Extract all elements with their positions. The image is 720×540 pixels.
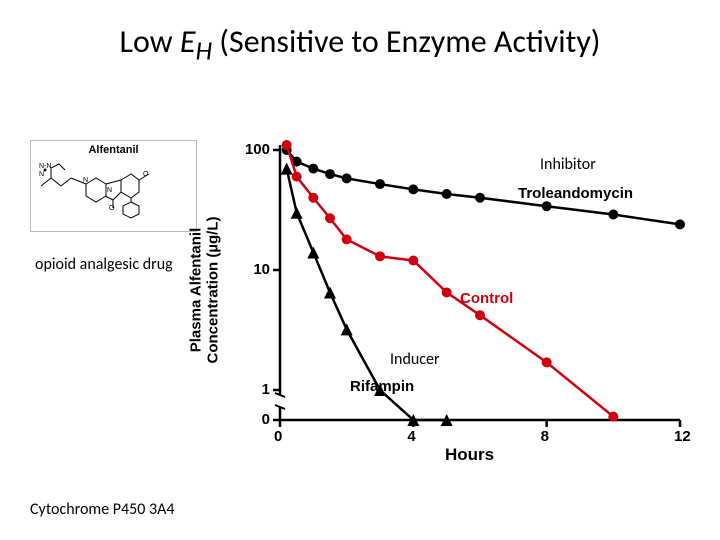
slide-title: Low EH (Sensitive to Enzyme Activity) xyxy=(0,22,720,67)
y-axis-label-2: Concentration (µg/L) xyxy=(204,217,221,364)
svg-text:N: N xyxy=(39,171,44,178)
opioid-label: opioid analgesic drug xyxy=(35,255,173,274)
annotation-inhibitor: Inhibitor xyxy=(540,155,596,174)
y-tick-label: 0 xyxy=(262,411,270,428)
x-tick-label: 0 xyxy=(274,428,282,445)
title-prefix: Low xyxy=(120,22,180,61)
y-tick-label: 10 xyxy=(253,261,270,278)
molecule-name: Alfentanil xyxy=(31,144,196,156)
x-axis-label: Hours xyxy=(445,445,494,465)
molecule-structure-icon: N-N N N N O O xyxy=(31,156,196,226)
molecule-box: Alfentanil N-N N N N O xyxy=(30,140,197,232)
slide: Low EH (Sensitive to Enzyme Activity) Al… xyxy=(0,0,720,540)
series-label-troleandomycin: Troleandomycin xyxy=(518,185,633,202)
annotation-inducer: Inducer xyxy=(390,350,440,369)
svg-text:O: O xyxy=(109,205,115,212)
title-suffix: (Sensitive to Enzyme Activity) xyxy=(212,22,600,61)
x-tick-label: 4 xyxy=(407,428,415,445)
y-axis-label: Plasma Alfentanil Concentration (µg/L) xyxy=(189,217,222,364)
x-tick-label: 8 xyxy=(541,428,549,445)
x-tick-label: 12 xyxy=(674,428,691,445)
y-tick-label: 1 xyxy=(262,381,270,398)
y-tick-label: 100 xyxy=(245,141,270,158)
series-label-control: Control xyxy=(460,290,513,307)
svg-text:N-N: N-N xyxy=(39,163,51,170)
series-label-rifampin: Rifampin xyxy=(350,378,414,395)
svg-text:N: N xyxy=(107,187,112,194)
cyto-label: Cytochrome P450 3A4 xyxy=(30,500,174,519)
title-var: E xyxy=(180,22,196,61)
y-axis-label-1: Plasma Alfentanil xyxy=(188,228,205,352)
title-sub: H xyxy=(195,35,212,67)
